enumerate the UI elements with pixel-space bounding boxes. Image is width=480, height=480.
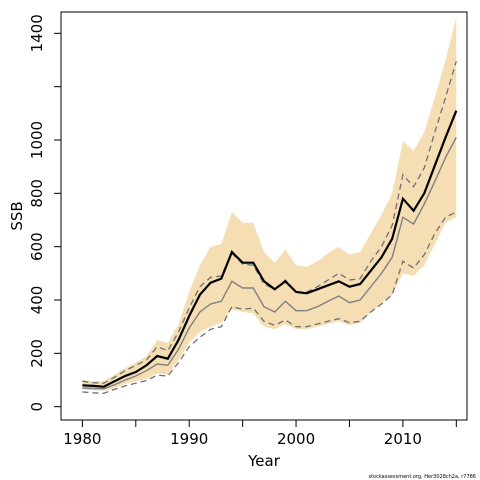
x-tick-label: 2000: [277, 430, 315, 448]
y-tick-label: 1000: [28, 121, 46, 159]
second-estimate-line: [82, 136, 457, 390]
ssb-estimate-line: [82, 110, 458, 388]
plot-area: [82, 17, 458, 394]
x-tick-label: 1990: [170, 430, 208, 448]
y-tick-label: 1400: [28, 14, 46, 52]
y-tick-label: 400: [28, 286, 46, 315]
confidence-band: [82, 17, 457, 391]
y-axis-title: SSB: [8, 201, 26, 230]
y-tick-label: 0: [28, 402, 46, 412]
x-tick-label: 2010: [384, 430, 422, 448]
second-estimate-lower-line: [82, 211, 457, 394]
y-tick-label: 200: [28, 339, 46, 368]
y-tick-label: 800: [28, 179, 46, 208]
x-tick-label: 1980: [63, 430, 101, 448]
y-tick-label: 600: [28, 232, 46, 261]
source-footnote: stockassessment.org, Her3028ch2a, r7786: [368, 474, 476, 480]
x-axis: 1980 1990 2000 2010: [63, 419, 457, 448]
y-axis: 0 200 400 600 800 1000 1400: [28, 14, 61, 411]
x-axis-title: Year: [247, 452, 281, 470]
